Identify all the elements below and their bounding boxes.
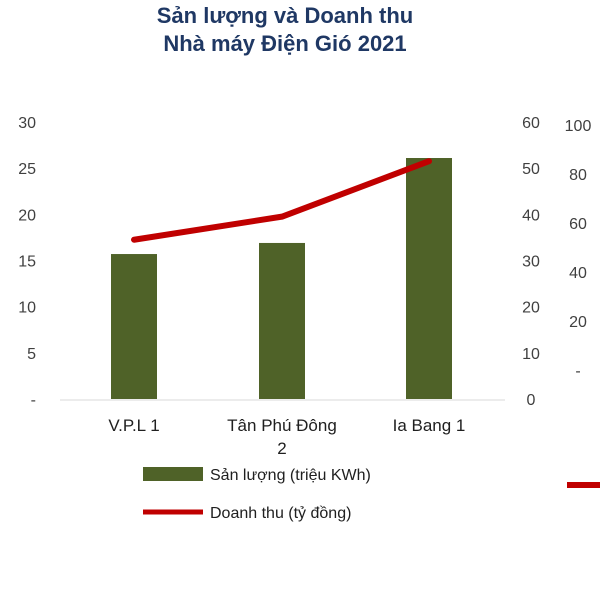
bar bbox=[111, 254, 157, 399]
left-axis-tick-label: - bbox=[31, 392, 36, 409]
left-axis-tick-label: 10 bbox=[18, 300, 36, 317]
bar bbox=[259, 242, 305, 399]
right2-axis-tick-label: - bbox=[575, 363, 580, 380]
right-axis-tick-label: 60 bbox=[522, 115, 540, 132]
legend-label-line: Doanh thu (tỷ đồng) bbox=[210, 505, 351, 522]
right-axis-tick-label: 10 bbox=[522, 346, 540, 363]
left-axis-tick-label: 25 bbox=[18, 161, 36, 178]
right-axis-tick-label: 20 bbox=[522, 300, 540, 317]
left-axis-tick-label: 5 bbox=[27, 346, 36, 363]
line-series bbox=[131, 158, 432, 243]
x-axis-category-label: 2 bbox=[277, 439, 286, 458]
right2-axis-tick-label: 80 bbox=[569, 167, 587, 184]
right2-axis-tick-label: 100 bbox=[565, 118, 592, 135]
chart-title: Sản lượng và Doanh thu Nhà máy Điện Gió … bbox=[0, 2, 570, 58]
left-axis-tick-label: 20 bbox=[18, 207, 36, 224]
legend-swatch-bar bbox=[143, 467, 203, 481]
bar bbox=[406, 158, 452, 399]
right2-axis-tick-label: 60 bbox=[569, 216, 587, 233]
right-axis-tick-label: 40 bbox=[522, 207, 540, 224]
left-axis-tick-label: 30 bbox=[18, 115, 36, 132]
right-axis-tick-label: 30 bbox=[522, 254, 540, 271]
left-axis-tick-label: 15 bbox=[18, 254, 36, 271]
chart-title-line-2: Nhà máy Điện Gió 2021 bbox=[163, 31, 407, 56]
legend-label-bar: Sản lượng (triệu KWh) bbox=[210, 467, 371, 484]
x-axis-category-label: Tân Phú Đông bbox=[227, 416, 337, 435]
right2-axis-tick-label: 40 bbox=[569, 265, 587, 282]
right-axis-tick-label: 50 bbox=[522, 161, 540, 178]
x-axis-category-label: V.P.L 1 bbox=[108, 416, 159, 435]
right2-axis-tick-label: 20 bbox=[569, 314, 587, 331]
right-axis-tick-label: 0 bbox=[527, 392, 536, 409]
x-axis-category-label: Ia Bang 1 bbox=[393, 416, 466, 435]
chart-title-line-1: Sản lượng và Doanh thu bbox=[156, 3, 414, 28]
